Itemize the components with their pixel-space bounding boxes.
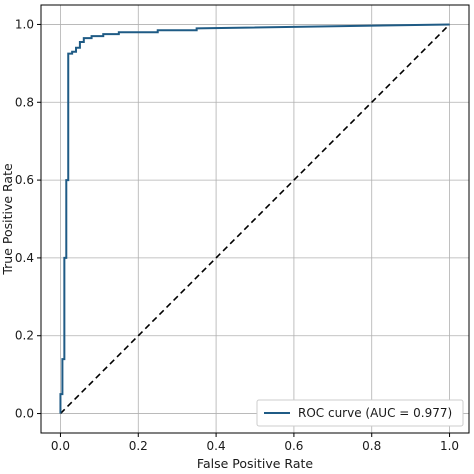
y-tick-label-0: 0.0 (15, 407, 34, 421)
reference-line-group (59, 23, 451, 415)
x-tick-label-2: 0.4 (207, 439, 226, 453)
x-tick-label-1: 0.2 (129, 439, 148, 453)
y-ticks: 0.0 0.2 0.4 0.6 0.8 1.0 (15, 17, 41, 421)
legend: ROC curve (AUC = 0.977) (256, 399, 464, 427)
y-axis-label: True Positive Rate (0, 163, 15, 276)
roc-curve-line (59, 23, 450, 414)
y-tick-label-1: 0.2 (15, 329, 34, 343)
x-ticks: 0.0 0.2 0.4 0.6 0.8 1.0 (51, 433, 459, 453)
plot-frame (40, 4, 470, 434)
x-tick-label-0: 0.0 (51, 439, 70, 453)
grid (41, 5, 469, 433)
series-group (59, 23, 450, 414)
legend-label: ROC curve (AUC = 0.977) (298, 406, 452, 420)
y-tick-label-5: 1.0 (15, 17, 34, 31)
chance-diagonal-line (59, 23, 451, 415)
x-tick-label-3: 0.6 (284, 439, 303, 453)
legend-box (256, 399, 464, 427)
y-tick-label-4: 0.8 (15, 95, 34, 109)
y-tick-label-2: 0.4 (15, 251, 34, 265)
x-tick-label-4: 0.8 (362, 439, 381, 453)
y-tick-label-3: 0.6 (15, 173, 34, 187)
x-axis-label: False Positive Rate (197, 456, 313, 471)
x-tick-label-5: 1.0 (440, 439, 459, 453)
